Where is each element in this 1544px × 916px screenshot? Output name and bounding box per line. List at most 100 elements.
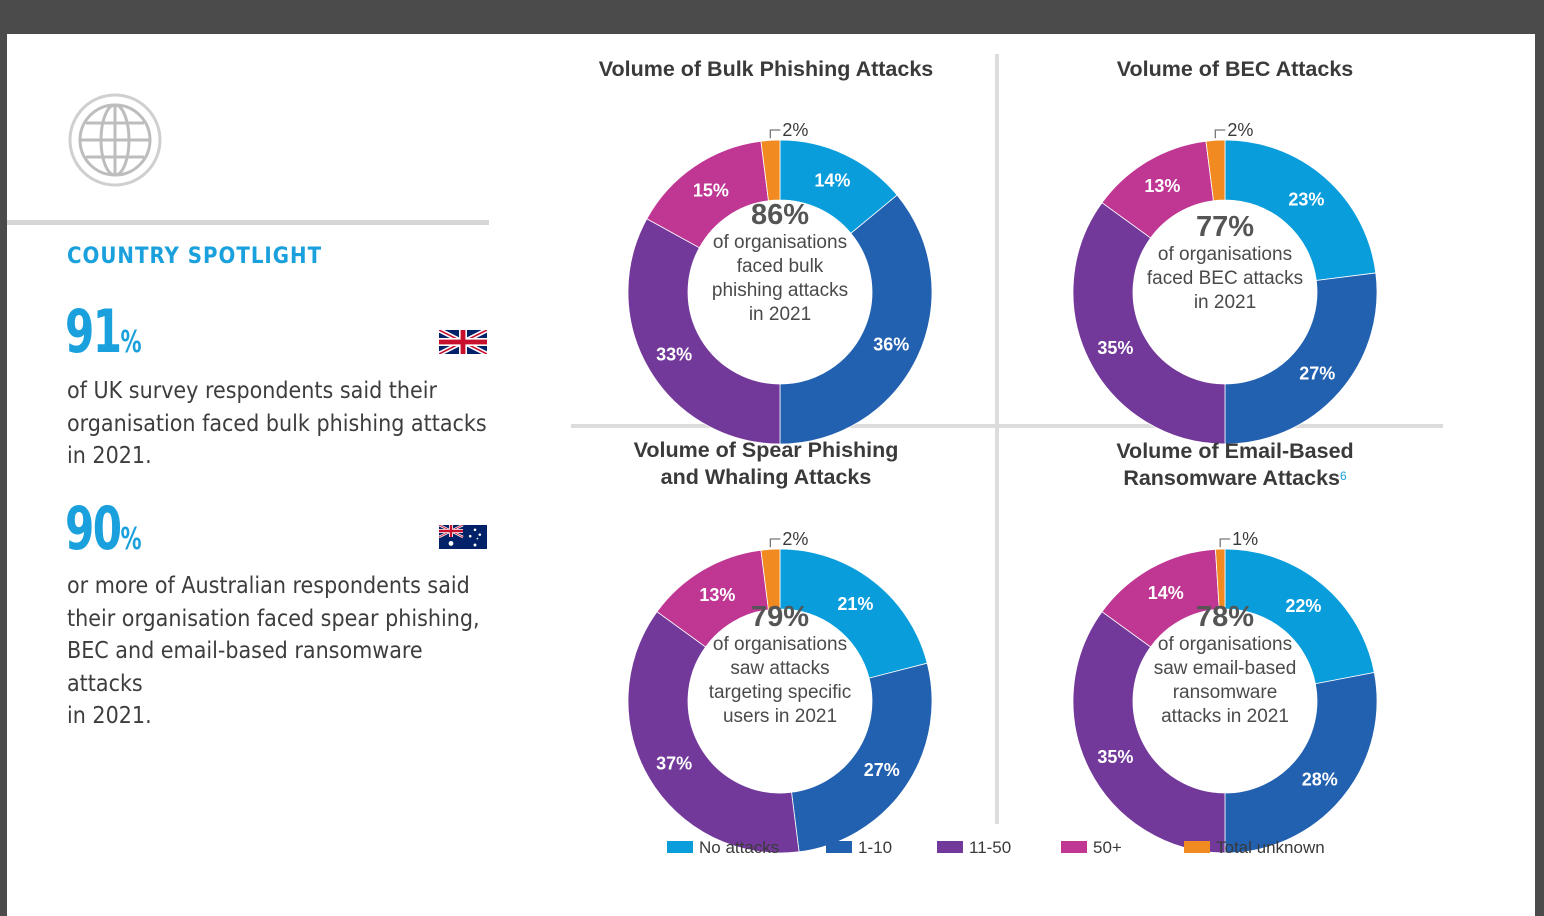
data-label-11-50: 35%	[1097, 747, 1133, 767]
australia-stat-unit: %	[120, 522, 142, 557]
data-label-50-plus: 14%	[1148, 583, 1184, 603]
legend-item-11-50: 11-50	[937, 838, 1011, 858]
chart-title-line: Ransomware Attacks	[1123, 466, 1340, 490]
uk-desc-line: organisation faced bulk phishing attacks	[67, 410, 487, 437]
australia-desc-line: or more of Australian respondents said	[67, 573, 470, 599]
left-divider	[7, 220, 489, 225]
report-page: COUNTRY SPOTLIGHT 91% of UK survey respo…	[7, 34, 1535, 916]
center-stat-line: phishing attacks	[711, 280, 849, 301]
chart-grid-horizontal-divider	[571, 424, 1443, 428]
legend-label: No attacks	[699, 838, 780, 857]
center-stat-value: 78%	[1195, 601, 1255, 633]
data-label-no-attacks: 22%	[1285, 596, 1321, 616]
data-label-no-attacks: 23%	[1288, 190, 1324, 210]
uk-stat-value: 91%	[65, 302, 142, 362]
slice-1-10	[779, 194, 933, 445]
center-stat-spear-phishing: 79% of organisations saw attacks targeti…	[680, 602, 880, 729]
uk-desc-line: in 2021.	[67, 443, 152, 469]
chart-title-ransomware: Volume of Email-Based Ransomware Attacks…	[1025, 438, 1445, 492]
australia-flag-icon	[439, 525, 487, 549]
data-label-total-unknown: 2%	[1227, 120, 1253, 140]
legend-swatch	[1061, 841, 1087, 853]
data-label-total-unknown: 1%	[1232, 529, 1258, 549]
slice-11-50	[1072, 611, 1226, 854]
data-label-11-50: 37%	[656, 754, 692, 774]
legend-item-1-10: 1-10	[826, 838, 892, 858]
legend-label: 1-10	[858, 838, 893, 857]
chart-title-line: Volume of BEC Attacks	[1116, 57, 1354, 81]
data-label-1-10: 27%	[1299, 363, 1335, 383]
data-label-total-unknown: 2%	[782, 120, 808, 140]
data-label-50-plus: 13%	[699, 585, 735, 605]
uk-stat-number: 91	[65, 297, 122, 367]
center-stat-line: faced bulk	[736, 256, 824, 277]
center-stat-value: 77%	[1195, 211, 1255, 243]
legend-swatch	[1184, 841, 1210, 853]
data-label-no-attacks: 21%	[837, 594, 873, 614]
center-stat-line: attacks in 2021	[1161, 706, 1289, 727]
donut-chart-bec: 23% 27% 35% 13% 2%	[1072, 120, 1378, 445]
australia-desc-line: their organisation faced spear phishing,	[67, 605, 480, 632]
legend-label: 50+	[1093, 838, 1122, 857]
data-label-total-unknown: 2%	[782, 529, 808, 549]
legend-swatch	[937, 841, 963, 853]
data-label-1-10: 27%	[864, 760, 900, 780]
callout-line	[1214, 129, 1226, 139]
legend-item-no-attacks: No attacks	[667, 838, 779, 858]
center-stat-line: saw email-based	[1153, 658, 1297, 679]
slice-total-unknown	[760, 139, 781, 202]
footnote-marker[interactable]: 6	[1340, 469, 1347, 483]
australia-stat-value: 90%	[65, 499, 142, 559]
slice-1-10	[791, 662, 933, 853]
center-stat-line: in 2021	[748, 304, 812, 325]
australia-desc-line: in 2021.	[67, 703, 152, 729]
legend-swatch	[667, 841, 693, 853]
legend-item-50-plus: 50+	[1061, 838, 1122, 858]
legend-swatch	[826, 841, 852, 853]
center-stat-bec: 77% of organisations faced BEC attacks i…	[1125, 212, 1325, 315]
center-stat-value: 79%	[750, 601, 810, 633]
chart-title-spear-phishing: Volume of Spear Phishing and Whaling Att…	[566, 437, 966, 491]
callout-line	[769, 129, 781, 139]
chart-title-line: and Whaling Attacks	[660, 465, 872, 489]
center-stat-value: 86%	[750, 199, 810, 231]
center-stat-line: of organisations	[1157, 634, 1293, 655]
slice-1-10	[1224, 672, 1378, 854]
chart-title-line: Volume of Bulk Phishing Attacks	[598, 57, 934, 81]
slice-total-unknown	[1205, 139, 1226, 202]
data-label-1-10: 28%	[1302, 769, 1338, 789]
center-stat-line: users in 2021	[722, 706, 838, 727]
globe-icon	[68, 93, 162, 187]
center-stat-line: in 2021	[1193, 292, 1257, 313]
legend-label: 11-50	[969, 838, 1012, 857]
center-stat-line: ransomware	[1172, 682, 1278, 703]
chart-grid-vertical-divider	[995, 54, 999, 824]
center-stat-line: of organisations	[712, 232, 848, 253]
australia-stat-description: or more of Australian respondents said t…	[67, 570, 497, 733]
slice-no-attacks	[1224, 548, 1375, 685]
chart-title-bec: Volume of BEC Attacks	[1035, 56, 1435, 83]
slice-11-50	[627, 611, 800, 854]
data-label-50-plus: 15%	[693, 180, 729, 200]
center-stat-line: of organisations	[1157, 244, 1293, 265]
data-label-11-50: 35%	[1097, 338, 1133, 358]
legend-label: Total unknown	[1216, 838, 1325, 857]
slice-11-50	[627, 218, 781, 445]
chart-title-line: Volume of Spear Phishing	[633, 438, 899, 462]
center-stat-line: of organisations	[712, 634, 848, 655]
chart-title-bulk-phishing: Volume of Bulk Phishing Attacks	[566, 56, 966, 83]
data-label-50-plus: 13%	[1144, 176, 1180, 196]
australia-desc-line: BEC and email-based ransomware attacks	[67, 638, 423, 697]
uk-stat-description: of UK survey respondents said their orga…	[67, 375, 497, 473]
data-label-11-50: 33%	[656, 345, 692, 365]
slice-1-10	[1224, 272, 1378, 445]
country-spotlight-heading: COUNTRY SPOTLIGHT	[67, 244, 323, 269]
donut-chart-bulk-phishing: 14% 36% 33% 15% 2%	[627, 120, 933, 445]
uk-desc-line: of UK survey respondents said their	[67, 378, 437, 404]
uk-stat-unit: %	[120, 325, 142, 360]
data-label-no-attacks: 14%	[814, 171, 850, 191]
callout-line	[769, 538, 781, 548]
slice-no-attacks	[1224, 139, 1377, 281]
center-stat-line: faced BEC attacks	[1146, 268, 1304, 289]
data-label-1-10: 36%	[873, 334, 909, 354]
